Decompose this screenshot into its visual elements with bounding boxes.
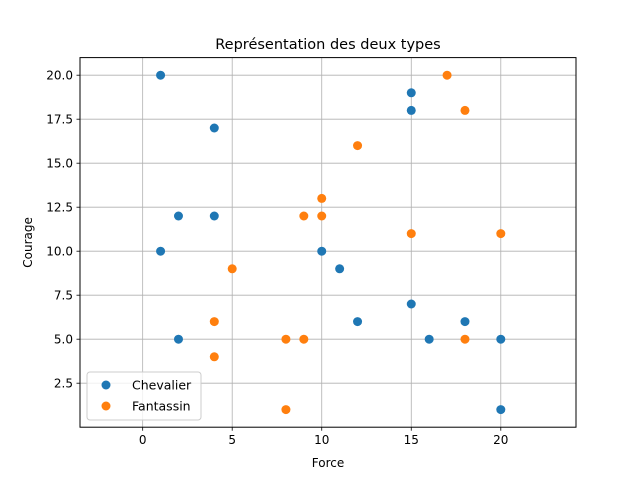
legend-box <box>86 371 202 421</box>
y-tick-label: 7.5 <box>54 289 73 303</box>
plot-frame <box>79 57 577 428</box>
y-tick-label: 17.5 <box>46 113 73 127</box>
point-fantassin <box>299 211 309 221</box>
x-tick-label: 15 <box>404 433 419 447</box>
legend-label: Chevalier <box>132 378 192 393</box>
point-chevalier <box>209 123 219 133</box>
point-fantassin <box>460 334 470 344</box>
legend: Chevalier Fantassin <box>86 371 202 421</box>
y-tick-label: 20.0 <box>46 69 73 83</box>
point-fantassin <box>317 211 327 221</box>
point-fantassin <box>460 105 470 115</box>
point-chevalier <box>406 88 416 98</box>
point-fantassin <box>317 193 327 203</box>
y-axis-ticks: 2.5 5.0 7.5 10.0 12.5 15.0 17.5 20.0 <box>46 69 80 391</box>
y-axis-label: Courage <box>21 217 35 268</box>
y-tick-label: 12.5 <box>46 201 73 215</box>
point-chevalier <box>209 211 219 221</box>
point-fantassin <box>406 229 416 239</box>
point-fantassin <box>496 229 506 239</box>
point-chevalier <box>156 246 166 256</box>
x-tick-label: 10 <box>314 433 329 447</box>
point-chevalier <box>424 334 434 344</box>
point-fantassin <box>442 70 452 80</box>
point-chevalier <box>353 317 363 327</box>
y-tick-label: 2.5 <box>54 377 73 391</box>
chart-title: Représentation des deux types <box>215 37 440 53</box>
point-chevalier <box>173 211 183 221</box>
legend-marker <box>101 401 111 411</box>
x-axis-label: Force <box>312 456 344 470</box>
point-fantassin <box>209 317 219 327</box>
x-tick-label: 5 <box>228 433 236 447</box>
y-tick-label: 5.0 <box>54 333 73 347</box>
point-chevalier <box>496 405 506 415</box>
point-chevalier <box>173 334 183 344</box>
x-axis-ticks: 0 5 10 15 20 <box>139 427 508 447</box>
data-points <box>156 70 506 415</box>
point-fantassin <box>353 141 363 151</box>
point-chevalier <box>156 70 166 80</box>
y-tick-label: 15.0 <box>46 157 73 171</box>
point-chevalier <box>406 105 416 115</box>
point-chevalier <box>406 299 416 309</box>
legend-label: Fantassin <box>132 399 191 414</box>
x-tick-label: 0 <box>139 433 147 447</box>
point-fantassin <box>227 264 237 274</box>
point-fantassin <box>209 352 219 362</box>
point-chevalier <box>496 334 506 344</box>
point-fantassin <box>281 334 291 344</box>
point-chevalier <box>335 264 345 274</box>
x-tick-label: 20 <box>493 433 508 447</box>
y-tick-label: 10.0 <box>46 245 73 259</box>
point-fantassin <box>299 334 309 344</box>
point-chevalier <box>317 246 327 256</box>
legend-marker <box>101 380 111 390</box>
point-chevalier <box>460 317 470 327</box>
point-fantassin <box>281 405 291 415</box>
